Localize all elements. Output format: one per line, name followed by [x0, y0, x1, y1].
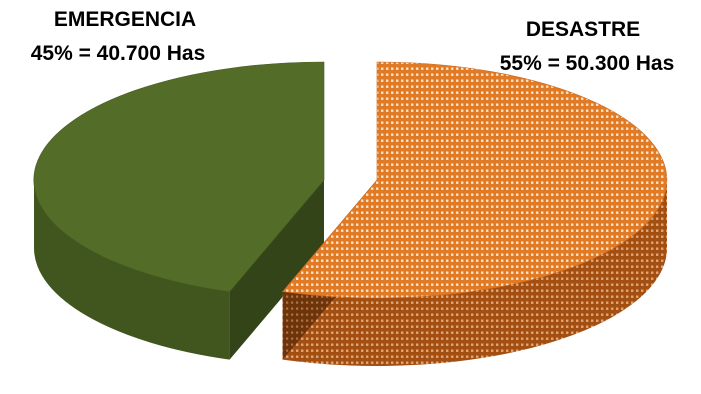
- slice-top-emergencia: [33, 61, 325, 292]
- slice-value-desastre: 55% = 50.300 Has: [499, 52, 675, 75]
- slice-top-desastre: [282, 61, 668, 299]
- slice-label-desastre: DESASTRE: [525, 18, 641, 41]
- slice-side-desastre: [282, 180, 667, 367]
- slice-cut-face-emergencia-0: [229, 180, 324, 360]
- slice-label-emergencia: EMERGENCIA: [53, 8, 197, 31]
- slice-value-emergencia: 45% = 40.700 Has: [30, 42, 206, 65]
- slice-side-emergencia: [33, 180, 230, 360]
- slice-tops: [33, 61, 668, 299]
